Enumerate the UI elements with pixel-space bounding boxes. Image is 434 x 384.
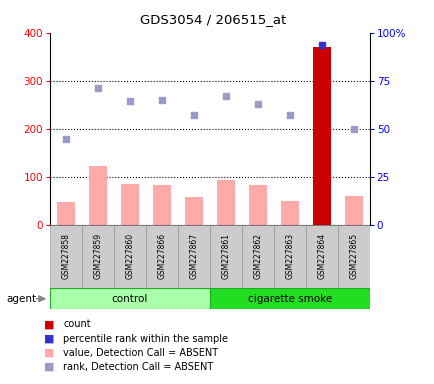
Bar [209,288,369,309]
Text: ■: ■ [43,334,54,344]
Text: GSM227865: GSM227865 [349,233,358,280]
Bar [312,47,330,225]
Bar [121,184,138,225]
Text: cigarette smoke: cigarette smoke [247,293,331,304]
Bar [146,225,178,288]
Text: percentile rank within the sample: percentile rank within the sample [63,334,227,344]
Bar [241,225,273,288]
Bar [305,225,337,288]
Text: GSM227861: GSM227861 [221,233,230,279]
Bar [89,166,106,225]
Bar [249,185,266,225]
Bar [57,202,75,225]
Bar [280,201,298,225]
Text: control: control [112,293,148,304]
Bar [50,288,210,309]
Bar [185,197,202,225]
Bar [50,225,82,288]
Text: GSM227866: GSM227866 [157,233,166,280]
Text: ■: ■ [43,319,54,329]
Text: ■: ■ [43,362,54,372]
Bar [337,225,369,288]
Bar [217,180,234,225]
Bar [344,196,362,225]
Bar [273,225,305,288]
Text: agent: agent [7,294,36,304]
Text: GSM227860: GSM227860 [125,233,134,280]
Bar [114,225,146,288]
Text: rank, Detection Call = ABSENT: rank, Detection Call = ABSENT [63,362,213,372]
Text: value, Detection Call = ABSENT: value, Detection Call = ABSENT [63,348,218,358]
Bar [82,225,114,288]
Text: GDS3054 / 206515_at: GDS3054 / 206515_at [140,13,286,26]
Bar [178,225,209,288]
Text: GSM227858: GSM227858 [61,233,70,279]
Bar [153,185,170,225]
Text: count: count [63,319,91,329]
Bar [209,225,241,288]
Text: ■: ■ [43,348,54,358]
Text: GSM227863: GSM227863 [285,233,294,280]
Text: GSM227864: GSM227864 [316,233,326,280]
Text: GSM227867: GSM227867 [189,233,198,280]
Text: GSM227859: GSM227859 [93,233,102,280]
Text: GSM227862: GSM227862 [253,233,262,279]
